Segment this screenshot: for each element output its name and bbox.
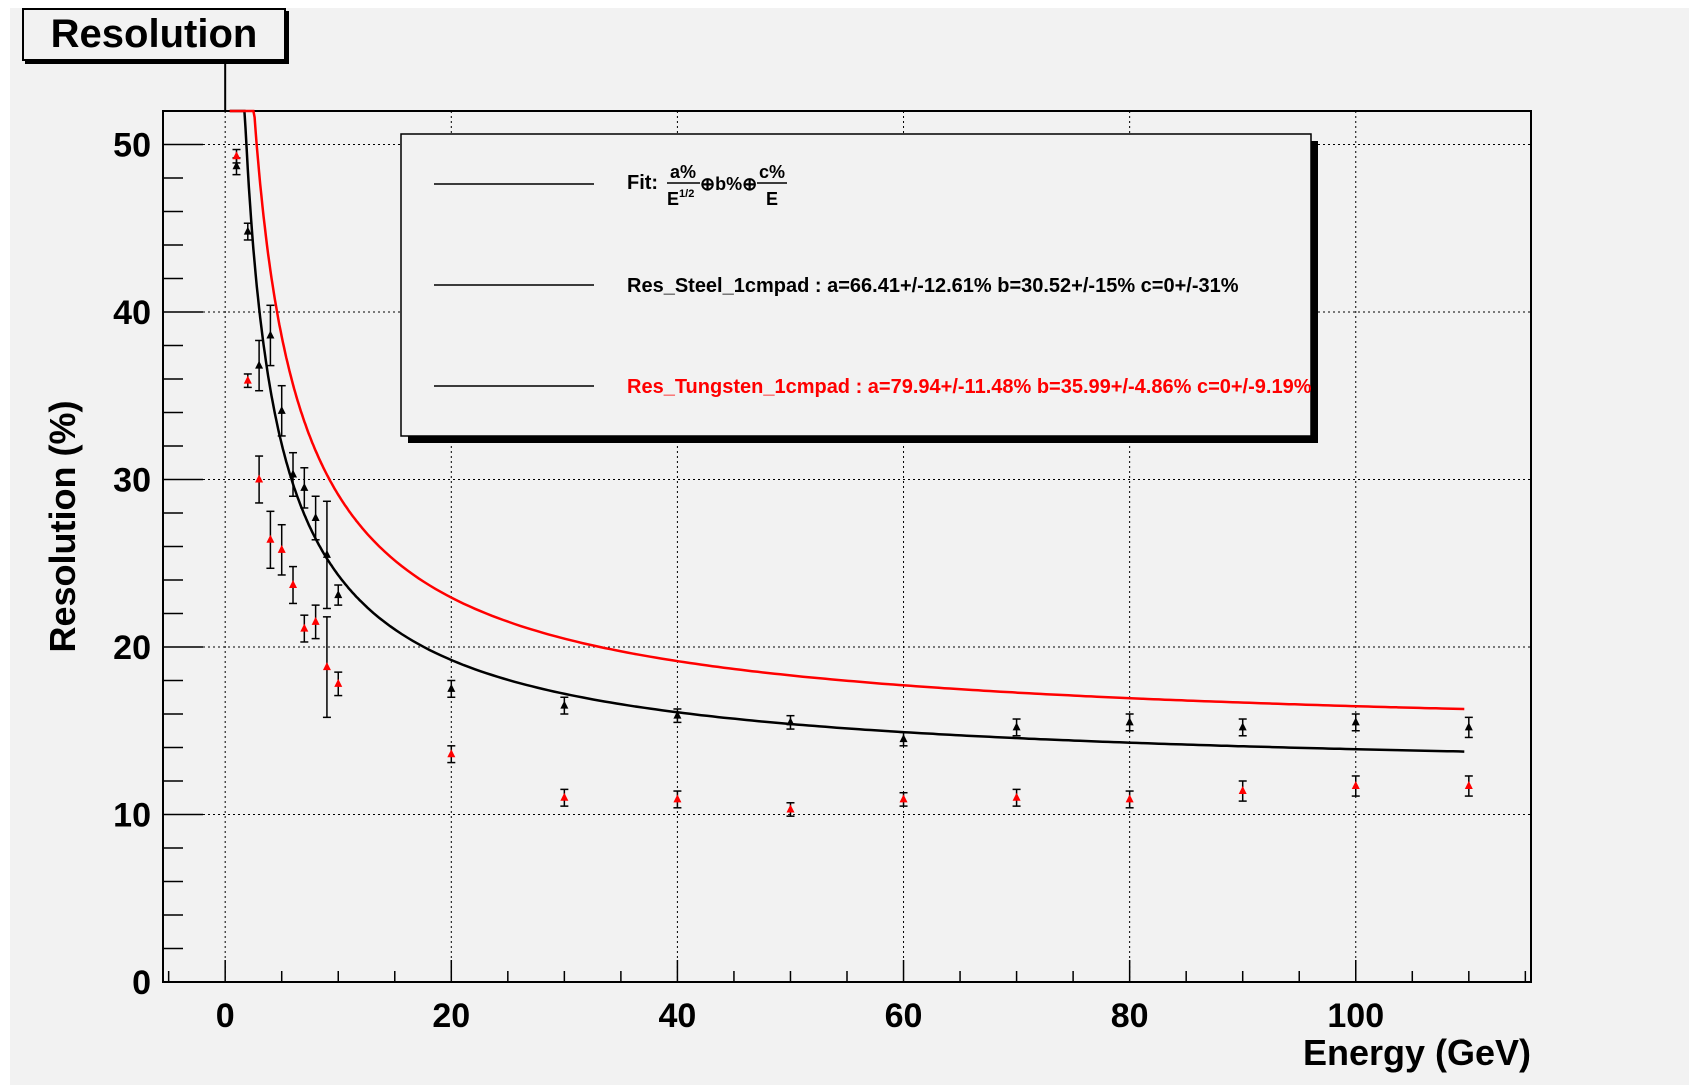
fit-mid-terms: ⊕b%⊕ [700, 174, 757, 194]
data-point-marker [1012, 792, 1021, 801]
data-point-marker [300, 623, 309, 632]
axes: 0 20 40 60 80 100 0 10 20 30 40 50 [113, 61, 1527, 1035]
data-point-marker [1012, 722, 1021, 731]
data-point-marker [1125, 794, 1134, 803]
y-tick-label: 0 [132, 964, 151, 1002]
data-point-marker [1125, 717, 1134, 726]
chart-title: Resolution [22, 8, 286, 61]
data-point-marker [560, 700, 569, 709]
x-tick-label: 80 [1111, 997, 1149, 1035]
data-point-marker [266, 534, 275, 543]
data-point-marker [277, 405, 286, 414]
data-point-marker [560, 792, 569, 801]
data-point-marker [1351, 717, 1360, 726]
data-point-marker [322, 662, 331, 671]
x-tick-label: 60 [885, 997, 923, 1035]
data-point-marker [232, 161, 241, 170]
x-tick-label: 100 [1327, 997, 1384, 1035]
x-tick-label: 0 [216, 997, 235, 1035]
x-tick-label: 20 [432, 997, 470, 1035]
data-point-marker [289, 580, 298, 589]
y-tick-label: 50 [113, 127, 151, 165]
data-point-marker [447, 683, 456, 692]
data-point-marker [255, 474, 264, 483]
data-point-marker [786, 804, 795, 813]
fit-curves [229, 109, 1465, 753]
data-point-marker [899, 734, 908, 743]
data-point-marker [289, 469, 298, 478]
fit-curve-Res_Tungsten_1cmpad [229, 109, 1465, 711]
legend-fit-label: Fit: [627, 172, 658, 194]
data-point-marker [243, 375, 252, 384]
data-point-marker [1464, 722, 1473, 731]
data-point-marker [334, 590, 343, 599]
data-point-marker [673, 794, 682, 803]
data-point-marker [300, 482, 309, 491]
legend-entry-tungsten: Res_Tungsten_1cmpad : a=79.94+/-11.48% b… [627, 376, 1312, 398]
data-point-marker [1238, 786, 1247, 795]
data-point-marker [447, 749, 456, 758]
legend-entry-steel: Res_Steel_1cmpad : a=66.41+/-12.61% b=30… [627, 275, 1239, 297]
legend: Fit: a% E1/2 ⊕b%⊕ c% E Res_Steel_1cmpad … [400, 133, 1318, 443]
data-points [232, 148, 1473, 817]
y-tick-label: 40 [113, 294, 151, 332]
fit-a-denominator: E1/2 [667, 188, 694, 209]
data-point-marker [255, 360, 264, 369]
data-point-marker [1464, 781, 1473, 790]
data-point-marker [786, 717, 795, 726]
data-point-marker [334, 678, 343, 687]
fit-a-numerator: a% [670, 162, 696, 182]
fit-c-denominator: E [766, 189, 778, 209]
fit-c-numerator: c% [759, 162, 785, 182]
x-axis-label: Energy (GeV) [1303, 1032, 1531, 1073]
data-point-marker [1238, 722, 1247, 731]
data-point-marker [232, 151, 241, 160]
data-point-marker [311, 513, 320, 522]
data-point-marker [673, 710, 682, 719]
y-axis-label: Resolution (%) [42, 401, 83, 653]
data-point-marker [899, 794, 908, 803]
data-point-marker [277, 544, 286, 553]
data-point-marker [311, 616, 320, 625]
data-point-marker [322, 549, 331, 558]
fit-curve-Res_Steel_1cmpad [229, 109, 1465, 753]
data-point-marker [243, 226, 252, 235]
y-tick-label: 10 [113, 797, 151, 835]
x-tick-label: 40 [658, 997, 696, 1035]
y-tick-label: 20 [113, 629, 151, 667]
data-point-marker [1351, 781, 1360, 790]
y-tick-label: 30 [113, 462, 151, 500]
data-point-marker [266, 330, 275, 339]
